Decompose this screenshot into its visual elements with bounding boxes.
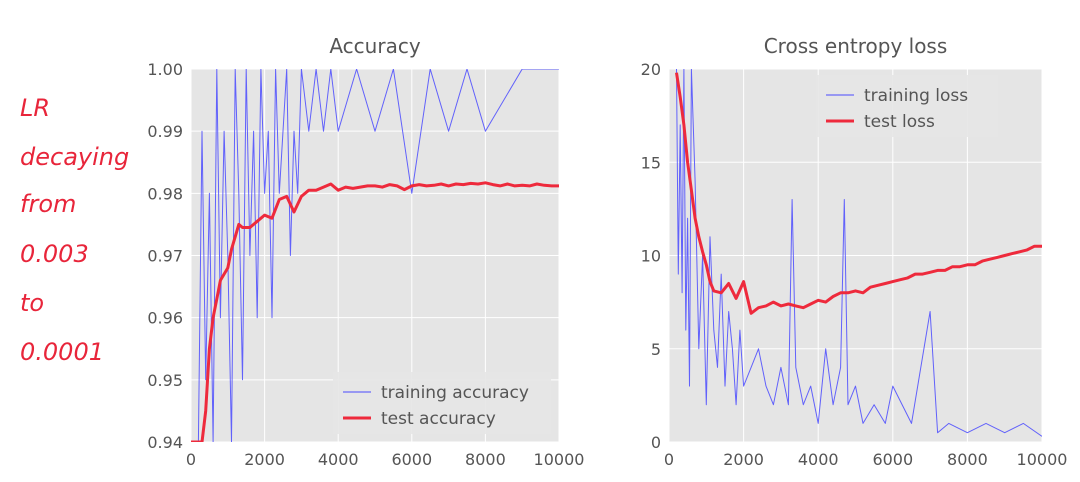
y-tick-label: 0.97	[147, 247, 183, 266]
legend-label: training loss	[864, 86, 968, 106]
y-tick-label: 0.95	[147, 371, 183, 390]
legend: training loss test loss	[816, 75, 998, 137]
training-series-line	[676, 69, 1042, 437]
annotation-line: 0.0001	[20, 338, 104, 366]
annotation-line: LR	[20, 94, 50, 122]
legend-box	[333, 372, 551, 434]
x-tick-label: 8000	[465, 450, 506, 469]
chart-title: Accuracy	[329, 34, 420, 58]
annotation-line: decaying	[20, 143, 129, 171]
chart-title: Cross entropy loss	[764, 34, 948, 58]
test-series-line	[675, 72, 1042, 315]
y-tick-label: 1.00	[147, 60, 183, 79]
legend-label: test loss	[864, 112, 935, 132]
legend-label: test accuracy	[381, 409, 496, 429]
test-series-line	[191, 181, 559, 442]
accuracy-chart: 0 2000 4000 6000 8000 10000 0.94 0.95 0.96 0.97 0.…	[147, 34, 584, 469]
legend: training accuracy test accuracy	[333, 372, 551, 434]
x-tick-label: 4000	[318, 450, 359, 469]
x-tick-label: 6000	[391, 450, 432, 469]
y-tick-label: 0.96	[147, 309, 183, 328]
x-tick-label: 0	[664, 450, 674, 469]
handwritten-annotation: LR decaying from 0.003 to 0.0001	[20, 94, 129, 366]
y-tick-label: 0	[651, 433, 661, 452]
y-tick-label: 10	[641, 247, 661, 266]
y-tick-label: 0.99	[147, 122, 183, 141]
legend-label: training accuracy	[381, 383, 529, 403]
legend-box	[816, 75, 998, 137]
annotation-line: 0.003	[20, 240, 89, 268]
annotation-line: to	[20, 289, 44, 317]
x-tick-label: 2000	[244, 450, 285, 469]
y-tick-label: 5	[651, 340, 661, 359]
x-tick-label: 6000	[872, 450, 913, 469]
x-tick-label: 2000	[723, 450, 764, 469]
x-tick-label: 0	[186, 450, 196, 469]
x-tick-label: 4000	[798, 450, 839, 469]
x-tick-label: 10000	[534, 450, 585, 469]
x-tick-label: 8000	[947, 450, 988, 469]
cross-entropy-loss-chart: 0 2000 4000 6000 8000 10000 0 5 10 15 20 Cross entr…	[641, 34, 1068, 469]
y-tick-label: 0.98	[147, 184, 183, 203]
annotation-line: from	[20, 190, 76, 218]
training-series-line	[197, 69, 559, 442]
x-tick-label: 10000	[1017, 450, 1068, 469]
y-tick-label: 0.94	[147, 433, 183, 452]
y-tick-label: 20	[641, 60, 661, 79]
y-tick-label: 15	[641, 153, 661, 172]
